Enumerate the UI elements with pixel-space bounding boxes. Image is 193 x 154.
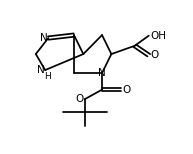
Text: N: N [40,33,47,43]
Text: O: O [150,50,159,60]
Text: O: O [122,85,130,95]
Text: O: O [75,94,83,104]
Text: N: N [98,68,106,78]
Text: H: H [44,72,51,81]
Text: N: N [37,65,44,75]
Text: OH: OH [150,31,166,41]
